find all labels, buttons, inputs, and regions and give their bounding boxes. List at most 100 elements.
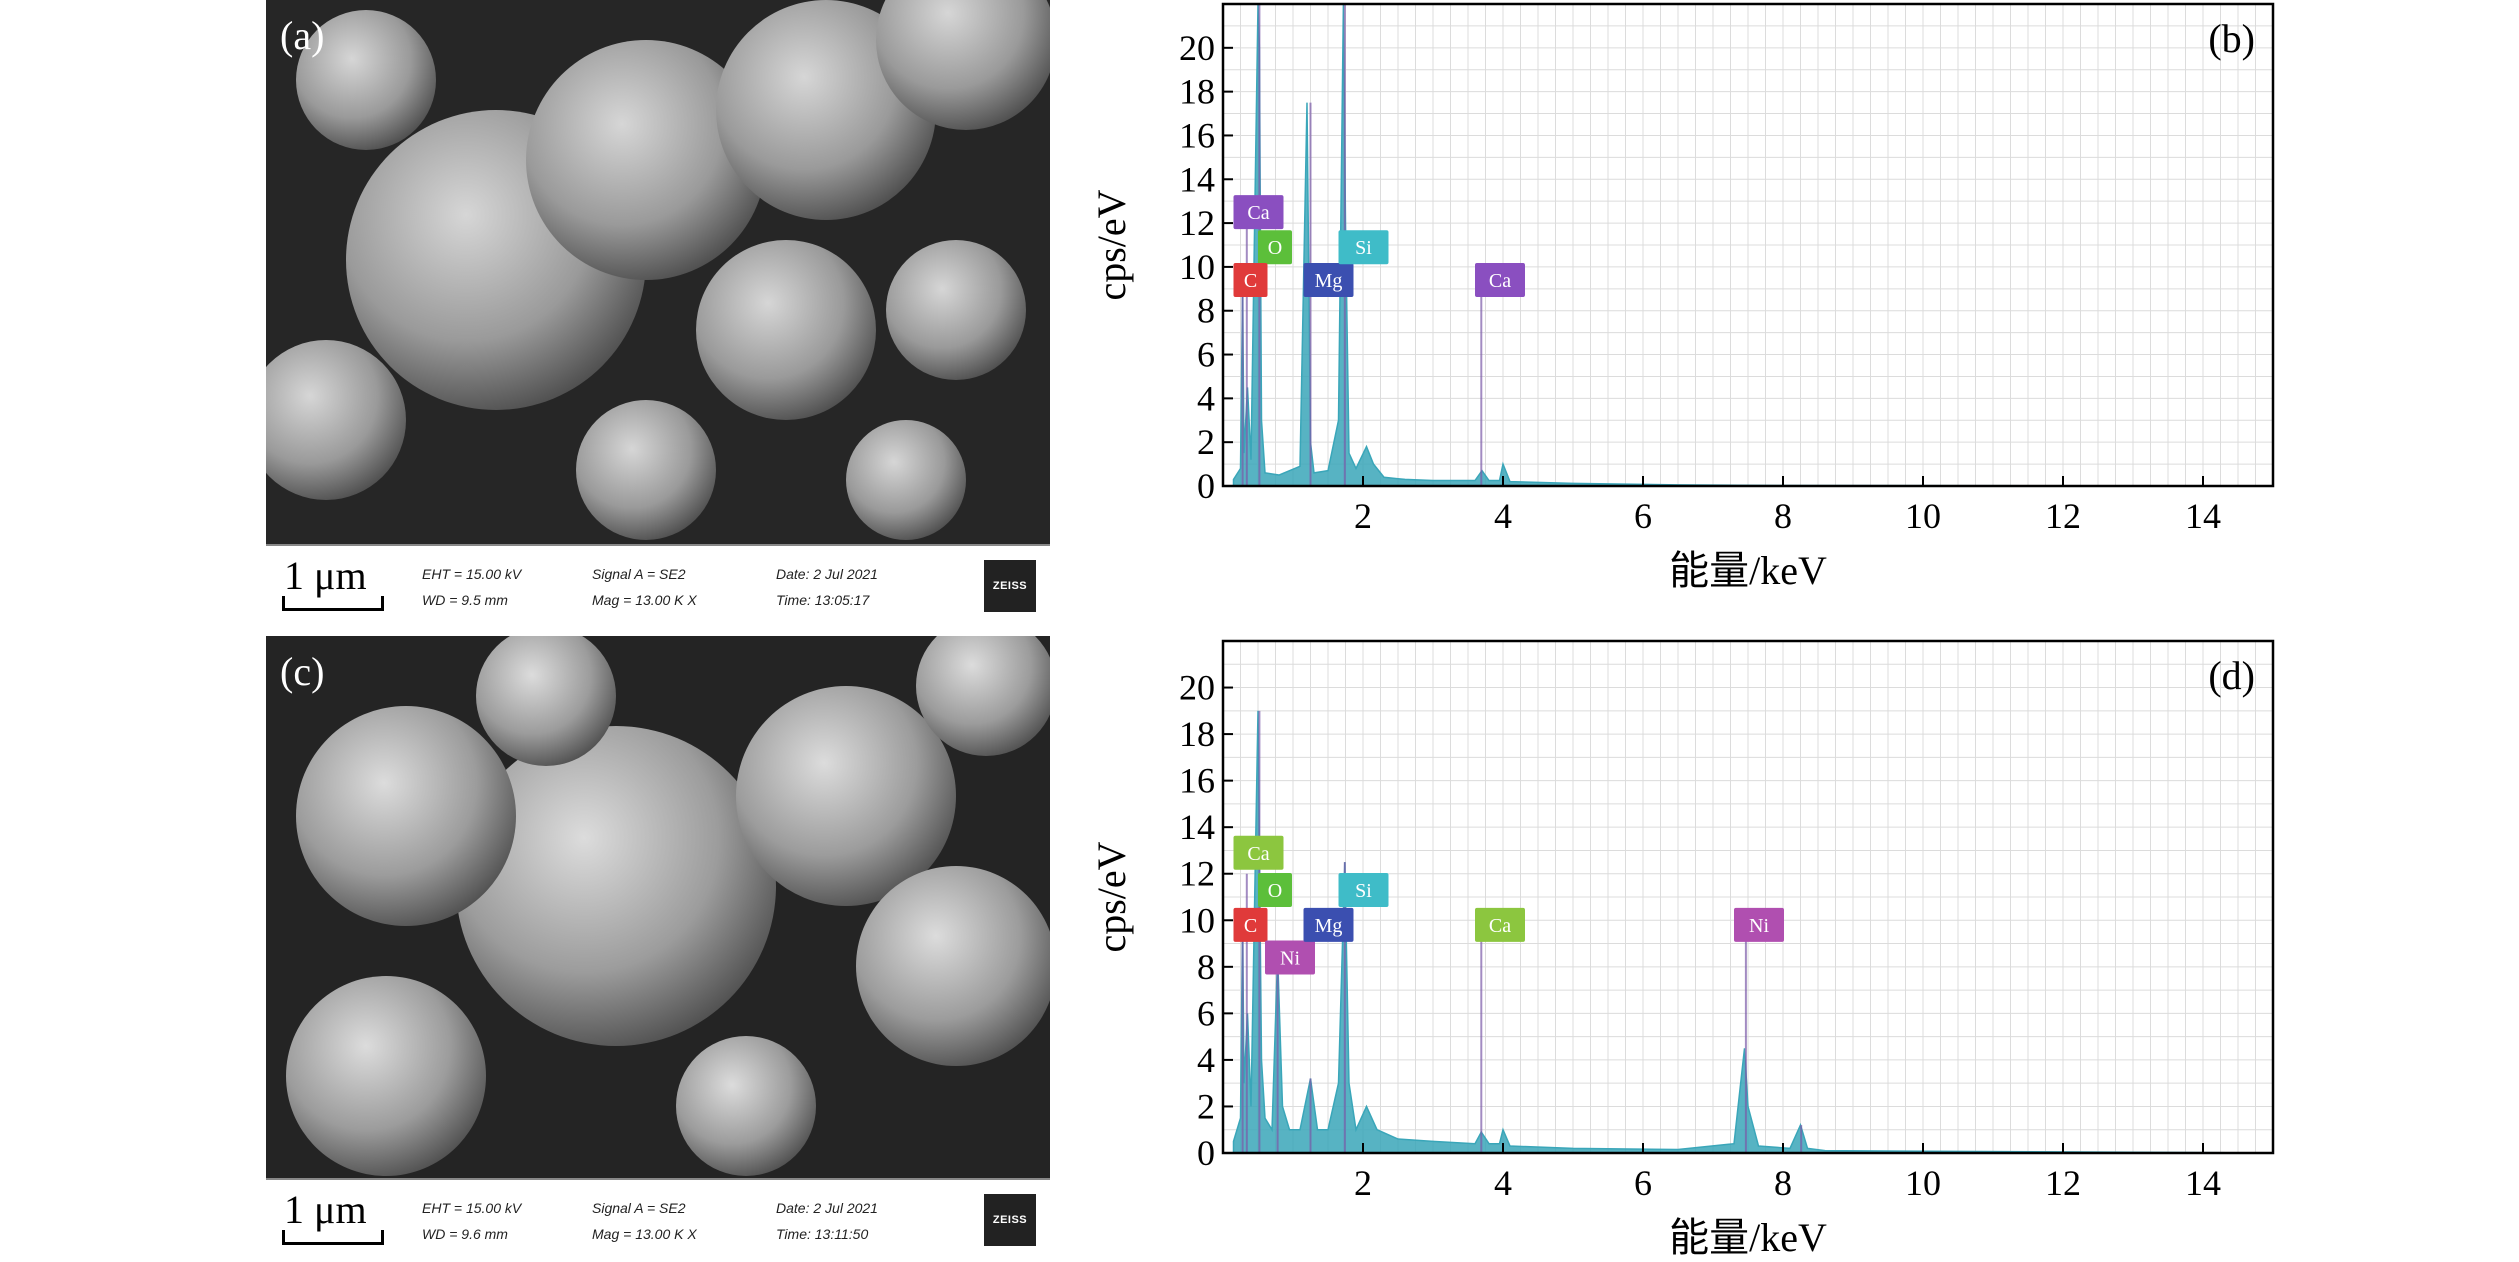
scale-bar-label: 1 μm: [284, 553, 367, 598]
sem-micrograph-a: [266, 0, 1050, 546]
x-tick-label: 2: [1354, 496, 1372, 536]
element-tag-c: C: [1233, 907, 1268, 942]
zeiss-logo: ZEISS: [984, 1194, 1036, 1246]
element-tag-ni: Ni: [1734, 907, 1784, 942]
x-tick-label: 4: [1494, 496, 1512, 536]
element-tag-label: Ca: [1489, 270, 1511, 292]
y-tick-label: 20: [1179, 668, 1215, 708]
element-tag-label: Si: [1355, 237, 1372, 259]
element-tag-o: O: [1258, 230, 1292, 265]
element-tag-box: [1303, 263, 1354, 298]
panel-label: (b): [2208, 16, 2255, 61]
y-axis-label: cps/eV: [1090, 841, 1134, 952]
x-tick-label: 2: [1354, 1163, 1372, 1203]
panel-label-a: (a): [280, 13, 325, 58]
x-tick-label: 14: [2185, 1163, 2221, 1203]
y-tick-label: 18: [1179, 714, 1215, 754]
panel-label-c: (c): [280, 649, 325, 694]
plot-frame: [1221, 639, 2275, 1155]
y-tick-label: 4: [1197, 1040, 1215, 1080]
wd-text: WD = 9.5 mm: [422, 592, 508, 608]
eht-text: EHT = 15.00 kV: [422, 566, 522, 582]
panel-label: (d): [2208, 653, 2255, 698]
y-tick-label: 6: [1197, 335, 1215, 375]
eds-spectrum-chart-d: Ca OC Ni Mg Si Ca Ni 2 4 6 8 10 12 14 0 2 4 6 8 10 12 14 16 18 2…: [1090, 639, 2275, 1260]
element-tag-label: Ni: [1749, 915, 1769, 937]
signal-text: Signal A = SE2: [592, 566, 686, 582]
element-tag-label: O: [1268, 237, 1282, 259]
y-tick-label: 14: [1179, 159, 1215, 199]
element-tag-box: [1258, 873, 1292, 908]
element-tag-box: [1338, 230, 1389, 265]
y-tick-label: 8: [1197, 291, 1215, 331]
element-tag-box: [1233, 195, 1284, 230]
y-tick-label: 20: [1179, 28, 1215, 68]
sem-databar-a: 1 μm EHT = 15.00 kV WD = 9.5 mm Signal A…: [266, 544, 1050, 628]
x-axis-label: 能量/keV: [1669, 1215, 1827, 1260]
element-tag-label: C: [1244, 915, 1257, 937]
y-tick-label: 12: [1179, 203, 1215, 243]
y-tick-label: 8: [1197, 947, 1215, 987]
element-tag-ni: Ni: [1265, 940, 1315, 975]
element-tag-box: [1734, 907, 1784, 942]
wd-text: WD = 9.6 mm: [422, 1226, 508, 1242]
element-tag-si: Si: [1338, 873, 1389, 908]
x-tick-label: 10: [1905, 496, 1941, 536]
element-tag-c: C: [1233, 263, 1268, 298]
plot-frame: [1221, 2, 2275, 488]
y-tick-label: 10: [1179, 900, 1215, 940]
element-tag-label: O: [1268, 880, 1282, 902]
date-text: Date: 2 Jul 2021: [776, 1200, 878, 1216]
element-tag-label: Ca: [1247, 843, 1269, 865]
element-tag-box: [1338, 873, 1389, 908]
element-tag-label: Mg: [1315, 915, 1343, 937]
element-tag-box: [1475, 907, 1525, 942]
y-tick-label: 16: [1179, 761, 1215, 801]
element-tag-box: [1233, 263, 1268, 298]
signal-text: Signal A = SE2: [592, 1200, 686, 1216]
element-tag-mg: Mg: [1303, 263, 1354, 298]
x-tick-label: 8: [1774, 496, 1792, 536]
sem-image-a: (a) 1 μm EHT = 15.00 kV WD = 9.5 mm Sign…: [266, 0, 1050, 628]
element-tag-label: C: [1244, 270, 1257, 292]
x-tick-label: 10: [1905, 1163, 1941, 1203]
element-tag-label: Ni: [1280, 948, 1300, 970]
y-tick-label: 2: [1197, 422, 1215, 462]
element-tag-ca: Ca: [1475, 263, 1525, 298]
y-tick-label: 16: [1179, 115, 1215, 155]
element-tag-ca: Ca: [1233, 835, 1284, 870]
y-tick-label: 6: [1197, 993, 1215, 1033]
element-tag-label: Ca: [1489, 915, 1511, 937]
element-tag-si: Si: [1338, 230, 1389, 265]
element-tag-box: [1475, 263, 1525, 298]
mag-text: Mag = 13.00 K X: [592, 592, 697, 608]
element-tag-label: Ca: [1247, 202, 1269, 224]
x-tick-label: 4: [1494, 1163, 1512, 1203]
element-tag-mg: Mg: [1303, 907, 1354, 942]
scale-bar: [282, 596, 384, 611]
scale-bar: [282, 1230, 384, 1245]
x-tick-label: 6: [1634, 1163, 1652, 1203]
eht-text: EHT = 15.00 kV: [422, 1200, 522, 1216]
sem-micrograph-c: [266, 636, 1050, 1180]
sem-image-c: (c) 1 μm EHT = 15.00 kV WD = 9.6 mm Sign…: [266, 636, 1050, 1262]
mag-text: Mag = 13.00 K X: [592, 1226, 697, 1242]
x-axis-label: 能量/keV: [1669, 548, 1827, 593]
time-text: Time: 13:11:50: [776, 1226, 869, 1242]
element-tag-label: Mg: [1315, 270, 1343, 292]
y-axis-label: cps/eV: [1090, 189, 1134, 300]
element-tag-label: Si: [1355, 880, 1372, 902]
x-tick-label: 8: [1774, 1163, 1792, 1203]
y-tick-label: 12: [1179, 854, 1215, 894]
element-tag-box: [1265, 940, 1315, 975]
y-tick-label: 2: [1197, 1086, 1215, 1126]
y-tick-label: 0: [1197, 1133, 1215, 1173]
x-tick-label: 14: [2185, 496, 2221, 536]
x-tick-label: 6: [1634, 496, 1652, 536]
time-text: Time: 13:05:17: [776, 592, 870, 608]
element-tag-box: [1303, 907, 1354, 942]
element-tag-box: [1233, 907, 1268, 942]
element-tag-box: [1233, 835, 1284, 870]
zeiss-logo: ZEISS: [984, 560, 1036, 612]
